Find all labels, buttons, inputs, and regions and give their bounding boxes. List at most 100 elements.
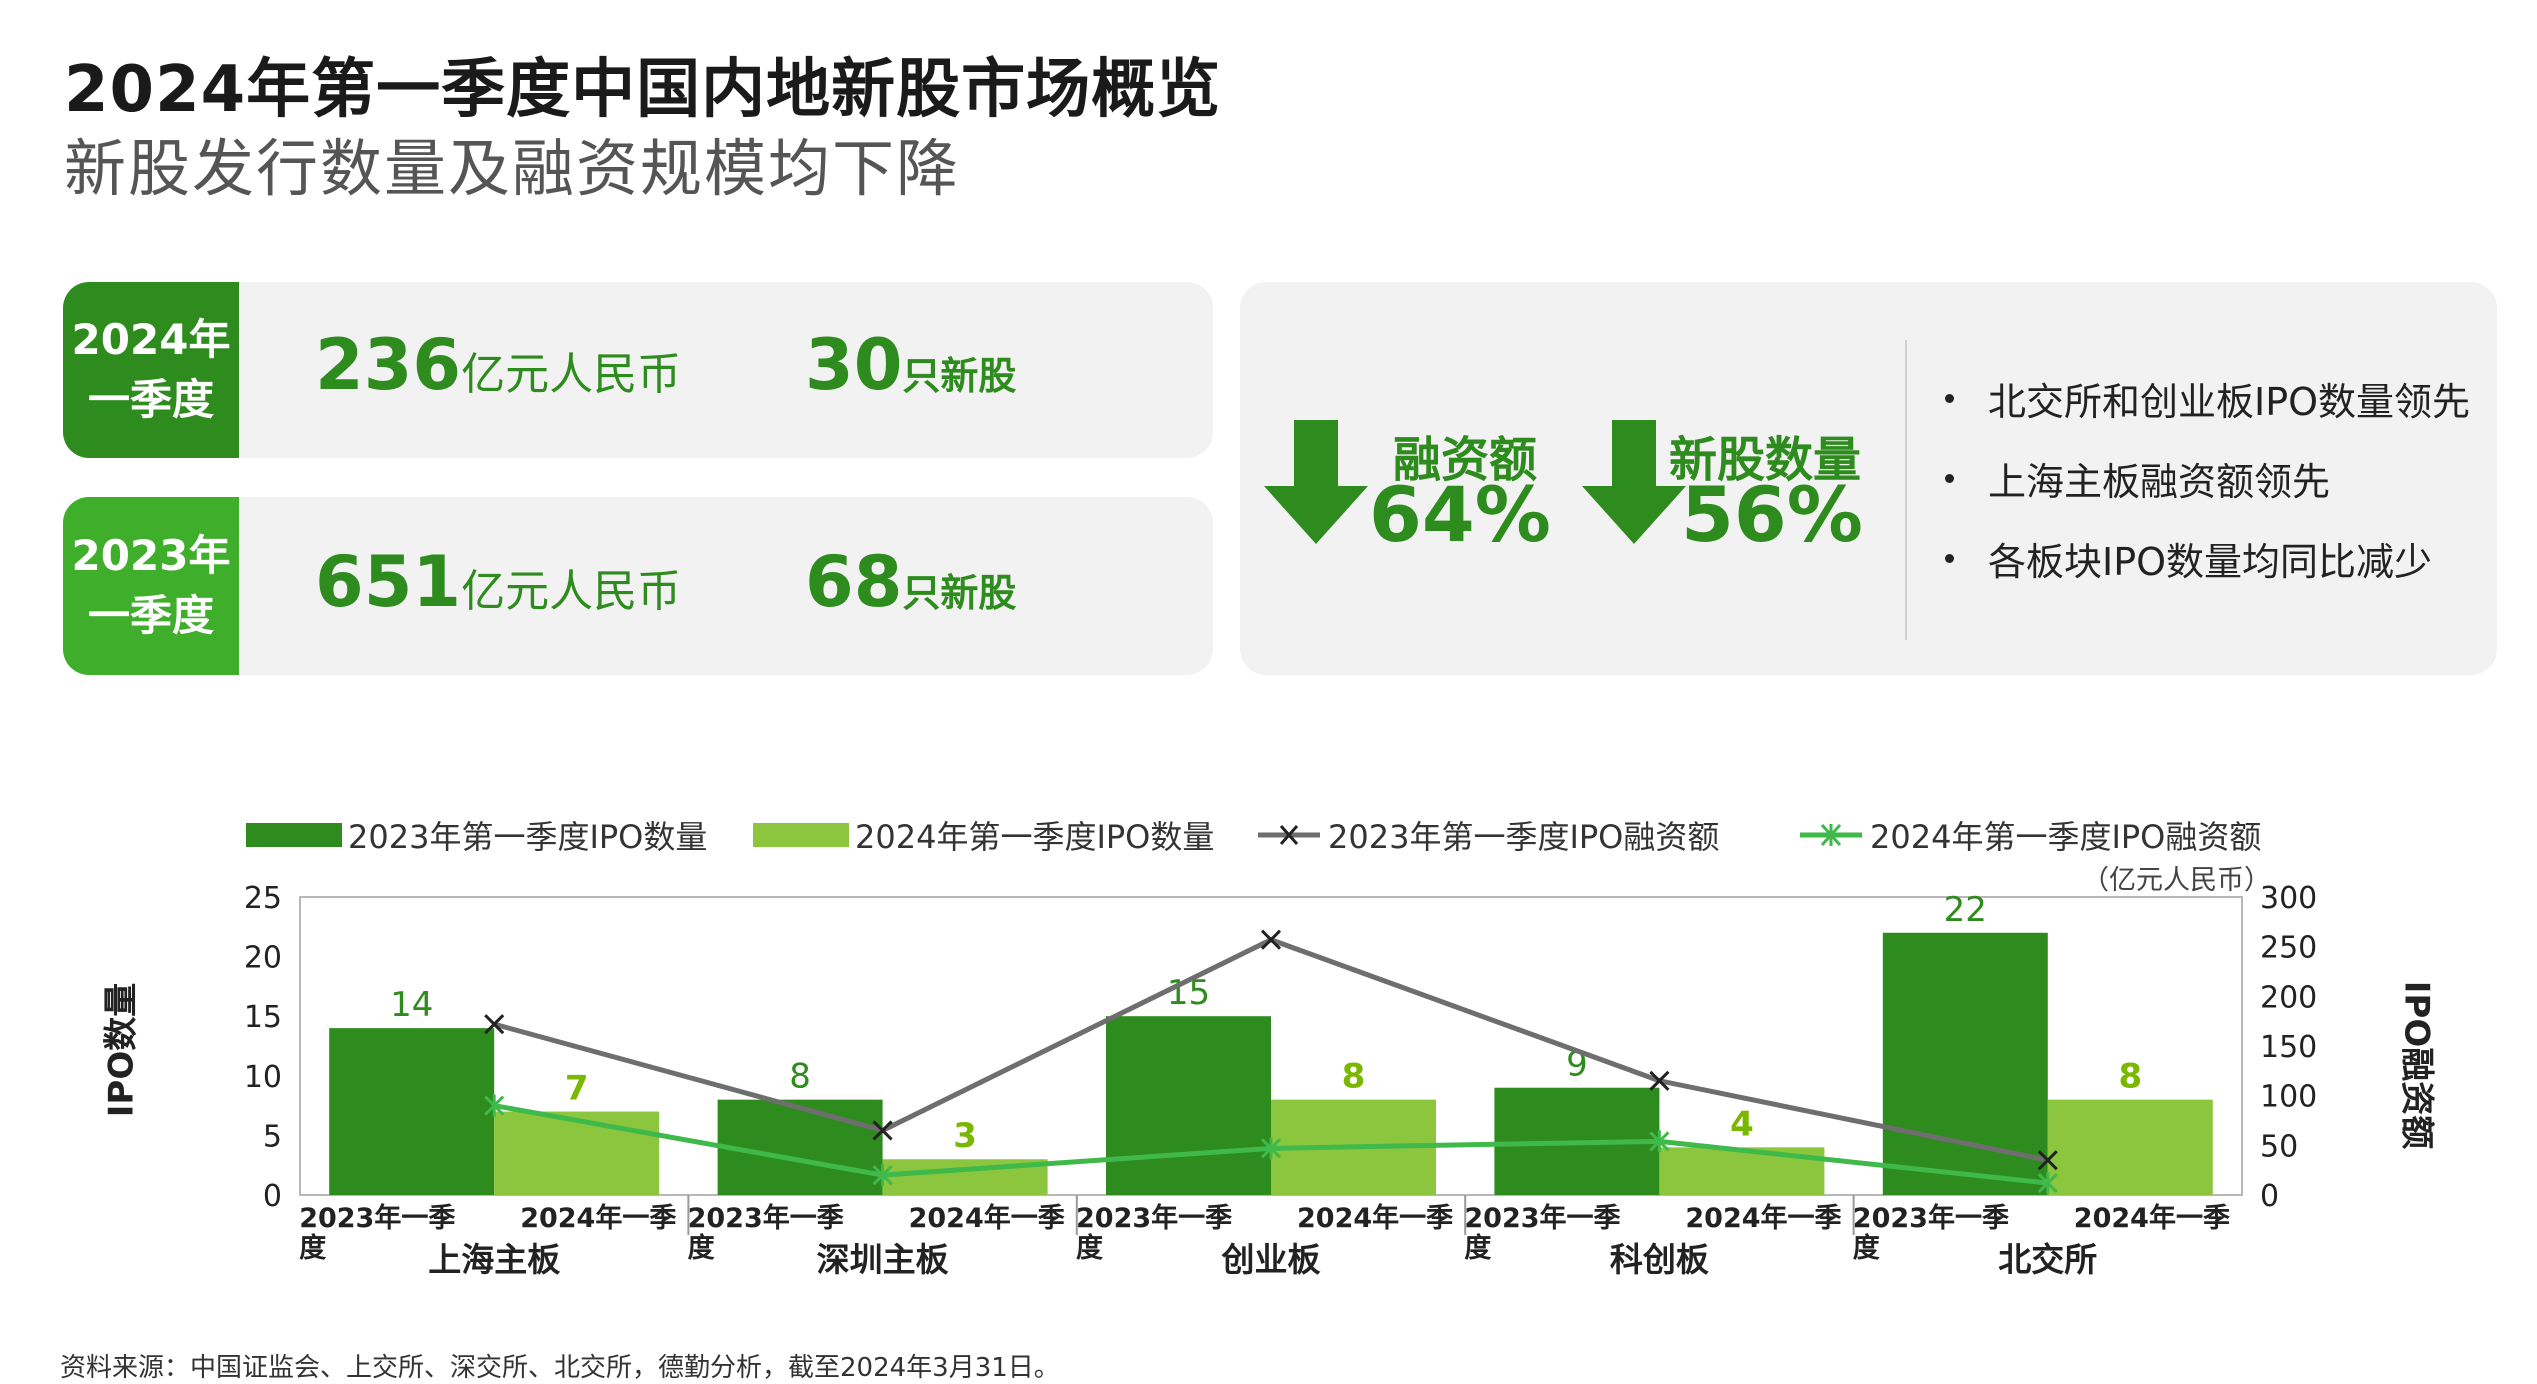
marker-2023-amount [1649,1070,1670,1091]
category-label: 深圳主板 [817,1240,949,1279]
legend-label: 2023年第一季度IPO数量 [348,818,708,856]
bullet-text: 各板块IPO数量均同比减少 [1988,539,2433,584]
source-note: 资料来源：中国证监会、上交所、深交所、北交所，德勤分析，截至2024年3月31日… [60,1353,1060,1383]
left-tick-label: 15 [244,1000,282,1035]
x-marker-icon [1258,825,1320,845]
marker-2024-amount [2037,1172,2058,1195]
category-label: 上海主板 [428,1240,560,1279]
right-axis-unit: （亿元人民币） [2082,865,2271,896]
decline-label-count: 新股数量 [1668,432,1861,488]
data-label-2024-count: 4 [1730,1104,1754,1144]
year-badge-2024: 2024年 一季度 [63,282,239,458]
decline-panel [1240,282,2497,675]
data-label-2023-count: 14 [390,985,433,1025]
bullet-text: 上海主板融资额领先 [1988,459,2331,504]
sub-category-label: 2023年一季 [1076,1202,1232,1234]
amount-value: 651 [315,541,462,623]
amount-stat-2024: 236亿元人民币 [315,324,681,406]
year-label: 2024年 [71,315,231,364]
line-2024-amount [493,1103,2049,1186]
decline-label-amount: 融资额 [1392,432,1537,488]
down-arrow-icon [1264,420,1368,548]
sub-category-label: 2023年一季 [1464,1202,1620,1234]
down-arrow-icon [1582,420,1686,548]
bullet-dot-icon [1945,553,1954,563]
right-tick-label: 200 [2260,980,2317,1015]
data-label-2024-count: 8 [2118,1057,2142,1097]
line-2023-amount [493,937,2049,1163]
data-label-2023-count: 22 [1944,890,1987,930]
right-tick-label: 250 [2260,931,2317,966]
marker-2023-amount [2037,1150,2058,1171]
bullet-item: 北交所和创业板IPO数量领先 [1945,358,2470,438]
amount-unit: 亿元人民币 [461,349,682,400]
legend-item-2023-count: 2023年第一季度IPO数量 [246,812,707,858]
legend-item-2024-amount: 2024年第一季度IPO融资额 [1800,812,2261,858]
right-axis-title: IPO融资额 [2396,980,2437,1150]
bar-2024-count [882,1159,1048,1195]
bullet-item: 各板块IPO数量均同比减少 [1945,518,2470,598]
sub-category-label: 度 [299,1232,326,1264]
legend-swatch [246,823,342,847]
marker-2024-amount [484,1094,505,1117]
legend-item-2023-amount: 2023年第一季度IPO融资额 [1258,812,1719,858]
count-stat-2024: 30只新股 [805,324,1016,406]
count-value: 68 [805,541,903,623]
marker-2023-amount [872,1120,893,1141]
left-tick-label: 20 [244,941,282,976]
right-tick-label: 50 [2260,1129,2298,1164]
chart-legend: 2023年第一季度IPO数量 2024年第一季度IPO数量 2023年第一季度I… [0,812,2537,862]
star-marker-icon [1800,823,1862,847]
left-tick-label: 5 [263,1119,282,1154]
sub-category-label: 度 [1464,1232,1491,1264]
sub-category-label: 2024年一季 [1685,1202,1841,1234]
year-badge-2023: 2023年 一季度 [63,497,239,675]
card-2023: 2023年 一季度 651亿元人民币 68只新股 [63,497,1213,675]
amount-value: 236 [315,324,462,406]
sub-category-label: 2024年一季 [1297,1202,1453,1234]
bar-2023-count [717,1099,883,1195]
bullet-text: 北交所和创业板IPO数量领先 [1988,379,2471,424]
bullet-list: 北交所和创业板IPO数量领先 上海主板融资额领先 各板块IPO数量均同比减少 [1945,358,2470,598]
sub-category-label: 2024年一季 [520,1202,676,1234]
plot-frame [299,896,2243,1196]
count-value: 30 [805,324,903,406]
bar-2023-count [1882,932,2048,1195]
left-tick-label: 10 [244,1060,282,1095]
bar-2023-count [329,1028,495,1195]
category-label: 北交所 [1998,1240,2097,1279]
sub-category-label: 2023年一季 [1853,1202,2009,1234]
data-label-2023-count: 9 [1566,1045,1588,1085]
count-unit: 只新股 [902,354,1017,398]
sub-category-label: 2024年一季 [909,1202,1065,1234]
sub-category-label: 2023年一季 [299,1202,455,1234]
quarter-label: 一季度 [87,375,214,424]
bullet-dot-icon [1945,393,1954,403]
bar-2023-count [1494,1087,1660,1195]
marker-2024-amount [1649,1130,1670,1153]
quarter-label: 一季度 [87,591,214,640]
count-unit: 只新股 [902,571,1017,615]
card-2024: 2024年 一季度 236亿元人民币 30只新股 [63,282,1213,458]
page-subtitle: 新股发行数量及融资规模均下降 [64,132,961,205]
legend-label: 2024年第一季度IPO数量 [855,818,1215,856]
category-label: 创业板 [1221,1240,1321,1279]
sub-category-label: 2024年一季 [2074,1202,2230,1234]
bar-2024-count [494,1111,660,1195]
bar-2023-count [1106,1016,1271,1195]
bullet-dot-icon [1945,473,1954,483]
count-stat-2023: 68只新股 [805,541,1016,623]
sub-category-label: 度 [1076,1232,1103,1264]
bar-2024-count [1659,1147,1825,1195]
data-label-2024-count: 8 [1342,1057,1366,1097]
decline-value-count: 56% [1681,470,1863,559]
marker-2024-amount [872,1164,893,1187]
left-tick-label: 0 [263,1179,282,1214]
bar-2024-count [1271,1099,1436,1195]
legend-item-2024-count: 2024年第一季度IPO数量 [753,812,1214,858]
data-label-2024-count: 3 [953,1116,977,1156]
amount-stat-2023: 651亿元人民币 [315,541,681,623]
left-axis-title: IPO数量 [101,982,142,1118]
right-tick-label: 100 [2260,1080,2317,1115]
bullet-item: 上海主板融资额领先 [1945,438,2470,518]
